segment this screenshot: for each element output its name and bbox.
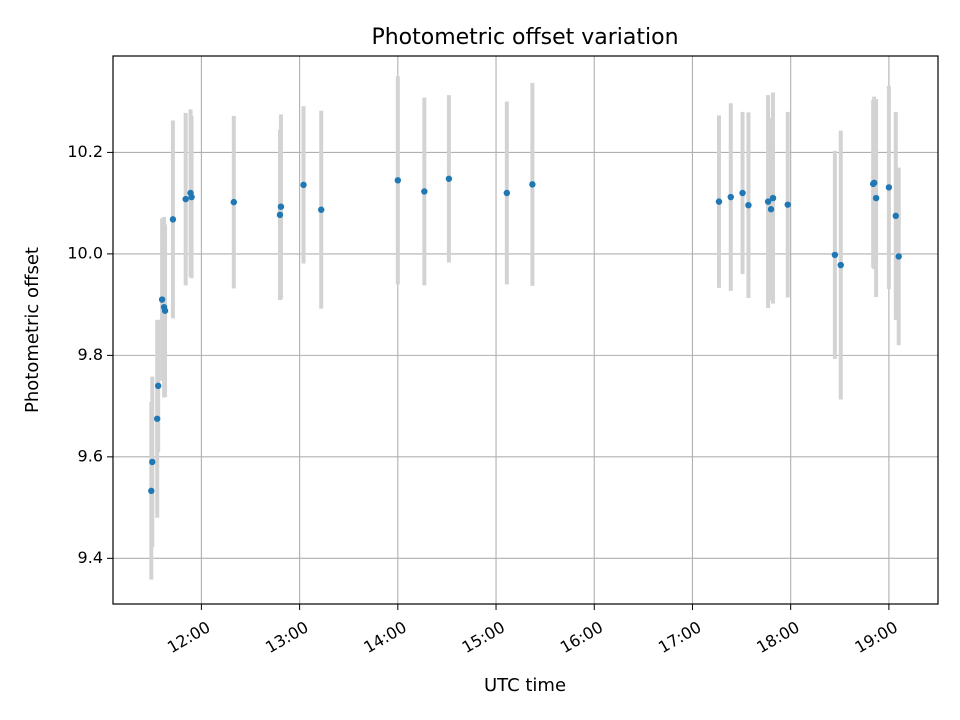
data-point: [161, 307, 169, 314]
x-axis-label: UTC time: [484, 675, 566, 696]
data-point: [158, 296, 166, 303]
y-tick-label: 9.4: [78, 548, 103, 567]
grid-lines: [113, 56, 938, 604]
data-point: [739, 189, 746, 197]
y-tick-label: 9.8: [78, 345, 103, 364]
plot-frame: [112, 55, 939, 605]
data-point: [188, 193, 195, 201]
data-point: [895, 253, 902, 260]
data-point: [421, 188, 428, 195]
y-tick-label: 10.2: [67, 142, 103, 161]
data-point: [148, 487, 155, 495]
data-point: [276, 211, 284, 219]
y-axis-ticks: 9.4 9.6 9.8 10.0 10.2: [67, 142, 113, 567]
data-point: [529, 181, 536, 188]
data-point: [767, 206, 775, 213]
data-point: [503, 189, 511, 197]
data-point: [169, 216, 177, 223]
data-point: [230, 198, 238, 206]
data-point: [300, 181, 307, 189]
data-point: [394, 177, 402, 184]
data-point: [277, 203, 285, 210]
y-tick-label: 9.6: [78, 446, 103, 465]
data-point: [715, 198, 723, 205]
data-points: [148, 175, 902, 495]
y-axis-label: Photometric offset: [22, 247, 43, 413]
data-point: [445, 175, 453, 182]
data-point: [745, 201, 752, 209]
data-point: [154, 382, 162, 390]
data-point: [318, 206, 325, 213]
data-point: [727, 193, 734, 201]
chart-title: Photometric offset variation: [371, 25, 678, 50]
data-point: [182, 195, 189, 203]
data-point: [870, 179, 878, 187]
data-point: [892, 212, 899, 220]
data-point: [149, 458, 156, 466]
data-point: [764, 198, 772, 205]
data-point: [784, 201, 791, 208]
data-point: [153, 415, 161, 422]
data-point: [885, 184, 893, 191]
data-point: [872, 194, 880, 202]
data-point: [837, 261, 844, 269]
y-tick-label: 10.0: [67, 243, 103, 262]
data-point: [831, 251, 839, 259]
data-point: [769, 194, 777, 202]
